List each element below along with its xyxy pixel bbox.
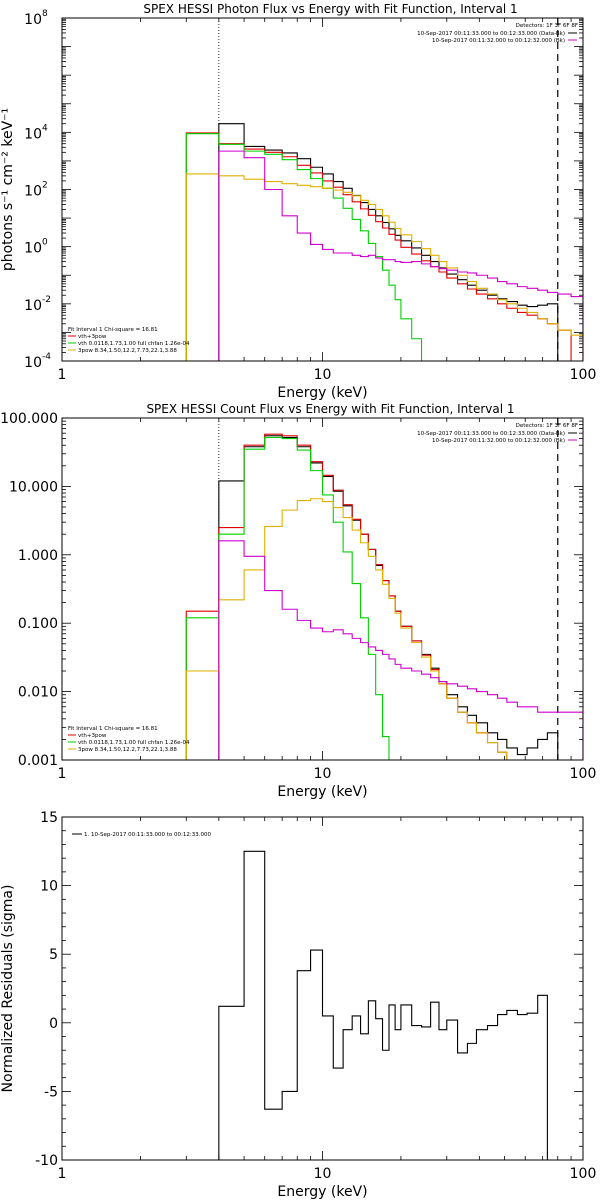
y-tick-label: 10 [24,12,42,28]
y-tick-label: 0 [49,1016,58,1032]
legend-bottom-entry: vth 0.0118,1.73,1.00 full chfan 1.26e-04 [78,740,190,746]
series-residuals [218,850,548,1160]
y-tick-label: 10 [24,184,42,200]
panel-3: 1 10 100 -10 -5 0 5 10 15 Energy (keV) Normalized … [0,810,596,1200]
legend-bottom-entry: 3pow 8.34,1.50,12.2,7.73,22.1,3.88 [78,747,177,753]
y-tick-exponent: 2 [42,181,48,191]
series-bk [218,540,583,760]
y-tick-exponent: 4 [42,123,48,133]
y-tick-label: 10 [24,126,42,142]
series-vth-3pow [185,132,572,361]
x-tick-label: 100 [570,367,597,383]
detectors-label: Detectors: 1F 3F 6F 8F [516,423,578,429]
legend-top-entry: 10-Sep-2017 00:11:32.000 to 00:12:32.000… [432,438,565,444]
legend-bottom-entry: 3pow 8.34,1.50,12.2,7.73,22.1,3.88 [78,348,177,354]
series-group [185,123,583,361]
panel-2: 1 10 100 0.001 0.010 0.100 1.000 10.000 100.000 S… [0,402,596,800]
x-tick-label: 100 [570,1166,597,1182]
x-axis-label: Energy (keV) [277,784,367,800]
x-tick-label: 100 [570,766,597,782]
y-tick-label: 0.010 [18,685,58,701]
x-tick-label: 1 [58,766,67,782]
y-tick-exponent: -4 [42,352,51,362]
series-group [185,433,583,760]
series-3pow [185,498,518,760]
legend-top-entry: 10-Sep-2017 00:11:32.000 to 00:12:32.000… [432,38,565,44]
plot-frame [61,816,584,1161]
series-data-bk [218,435,559,760]
x-axis-label: Energy (keV) [277,385,367,401]
y-axis-label: Normalized Residuals (sigma) [0,885,16,1093]
y-tick-label: 10 [24,241,42,257]
y-tick-label: 0.001 [18,753,58,769]
y-tick-exponent: 0 [42,238,48,248]
chart-title: SPEX HESSI Count Flux vs Energy with Fit… [146,402,514,416]
y-tick-label: 1.000 [18,548,58,564]
x-tick-label: 1 [58,1166,67,1182]
legend-top-entry: 1. 10-Sep-2017 00:11:33.000 to 00:12:33.… [84,832,211,838]
series-vth [185,436,390,760]
series-vth-3pow [185,433,518,760]
y-tick-label: 15 [40,810,58,826]
y-axis-label: photons s⁻¹ cm⁻² keV⁻¹ [0,108,16,271]
series-bk [218,150,583,361]
y-tick-exponent: -2 [42,295,51,305]
x-tick-label: 10 [314,367,332,383]
y-tick-label: -5 [44,1084,58,1100]
series-3pow [185,173,583,361]
y-tick-label: 10 [24,355,42,371]
x-axis-label: Energy (keV) [277,1184,367,1200]
series-vth [185,133,432,361]
legend-top-entry: 10-Sep-2017 00:11:33.000 to 00:12:33.000… [417,31,565,37]
y-tick-label: 5 [49,947,58,963]
chart-title: SPEX HESSI Photon Flux vs Energy with Fi… [143,2,517,16]
legend-bottom-header: Fit Interval 1 Chi-square = 16.81 [68,327,158,333]
x-tick-label: 1 [58,367,67,383]
y-tick-label: 10 [24,298,42,314]
legend-bottom-entry: vth 0.0118,1.73,1.00 full chfan 1.26e-04 [78,341,190,347]
y-tick-label: 10 [40,879,58,895]
y-tick-label: 10.000 [9,479,58,495]
y-tick-label: -10 [35,1153,58,1169]
y-tick-label: 0.100 [18,616,58,632]
x-tick-label: 10 [314,766,332,782]
y-tick-exponent: 8 [42,9,48,19]
legend-top-entry: 10-Sep-2017 00:11:33.000 to 00:12:33.000… [417,431,565,437]
legend-bottom-header: Fit Interval 1 Chi-square = 16.81 [68,726,158,732]
plot-frame [61,417,584,761]
legend-bottom-entry: vth+3pow [78,733,107,739]
series-data-bk [218,123,559,361]
y-tick-label: 100.000 [0,411,58,427]
series-group [218,850,548,1160]
legend-bottom-entry: vth+3pow [78,334,107,340]
x-tick-label: 10 [314,1166,332,1182]
detectors-label: Detectors: 1F 3F 6F 8F [516,23,578,29]
plot-frame [61,17,584,362]
